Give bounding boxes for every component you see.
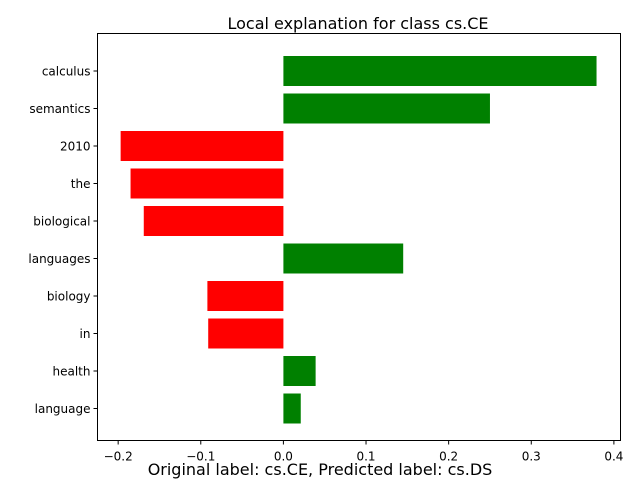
bar-2010 xyxy=(120,131,284,161)
y-tick-label: biological xyxy=(33,215,90,229)
x-tick-label: −0.1 xyxy=(186,450,215,464)
x-axis-ticks: −0.2 −0.1 0.0 0.1 0.2 0.3 0.4 xyxy=(104,440,623,464)
y-tick-label: biology xyxy=(47,290,91,304)
y-tick-label: in xyxy=(80,327,91,341)
bar-language xyxy=(283,393,301,424)
bar-the xyxy=(130,168,284,199)
bar-languages xyxy=(283,243,404,274)
bars-group xyxy=(120,56,597,424)
y-tick-label: health xyxy=(53,365,91,379)
chart-title: Local explanation for class cs.CE xyxy=(227,14,488,33)
y-tick-label: calculus xyxy=(42,65,91,79)
y-tick-label: semantics xyxy=(29,102,90,116)
bar-biology xyxy=(207,281,284,311)
x-tick-label: 0.0 xyxy=(274,450,293,464)
y-tick-label: 2010 xyxy=(60,140,91,154)
x-tick-label: 0.1 xyxy=(356,450,375,464)
x-tick-label: 0.2 xyxy=(439,450,458,464)
y-tick-label: the xyxy=(71,177,91,191)
y-tick-label: languages xyxy=(28,252,90,266)
y-tick-label: language xyxy=(35,402,91,416)
x-tick-label: 0.4 xyxy=(604,450,623,464)
y-axis-ticks: calculus semantics 2010 the biological langua… xyxy=(28,65,98,416)
bar-semantics xyxy=(283,93,490,124)
x-tick-label: 0.3 xyxy=(522,450,541,464)
chart-caption: Original label: cs.CE, Predicted label: … xyxy=(148,460,493,479)
bar-calculus xyxy=(283,56,597,86)
bar-biological xyxy=(143,206,284,236)
x-tick-label: −0.2 xyxy=(104,450,133,464)
plot-frame xyxy=(97,33,621,441)
bar-in xyxy=(208,318,284,349)
bar-health xyxy=(283,356,316,386)
